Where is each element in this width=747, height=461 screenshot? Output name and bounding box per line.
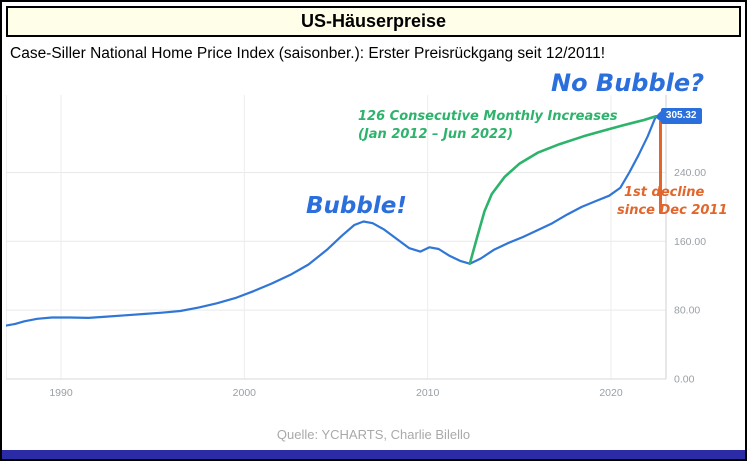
y-tick-label: 160.00 <box>674 236 706 248</box>
price-chart: 0.00 80.00 160.00 240.00 1990 2000 2010 2020 Bu… <box>6 69 743 403</box>
price-chart-canvas: 0.00 80.00 160.00 240.00 1990 2000 2010 2020 <box>6 95 706 399</box>
126-consecutive-monthly-increases-arc-line <box>468 114 658 265</box>
chart-subtitle: Case-Siller National Home Price Index (s… <box>10 45 606 62</box>
y-tick-label: 0.00 <box>674 374 695 386</box>
page-title: US-Häuserpreise <box>6 6 741 37</box>
increases-annotation-line2: (Jan 2012 – Jun 2022) <box>358 127 514 142</box>
x-tick-label: 2020 <box>599 387 623 399</box>
y-tick-label: 240.00 <box>674 167 706 179</box>
bottom-bar <box>2 450 745 459</box>
bubble-annotation: Bubble! <box>306 193 407 219</box>
x-tick-label: 1990 <box>49 387 73 399</box>
last-value-label: 305.32 <box>660 108 702 125</box>
case-shiller-national-home-price-index-line <box>6 115 664 327</box>
decline-annotation-line2: since Dec 2011 <box>617 203 728 218</box>
decline-annotation-line1: 1st decline <box>624 185 705 200</box>
y-tick-label: 80.00 <box>674 305 700 317</box>
x-tick-label: 2000 <box>233 387 257 399</box>
no-bubble-annotation: No Bubble? <box>551 69 705 97</box>
increases-annotation-line1: 126 Consecutive Monthly Increases <box>358 109 618 124</box>
x-tick-label: 2010 <box>416 387 440 399</box>
source-credit: Quelle: YCHARTS, Charlie Bilello <box>276 427 471 442</box>
